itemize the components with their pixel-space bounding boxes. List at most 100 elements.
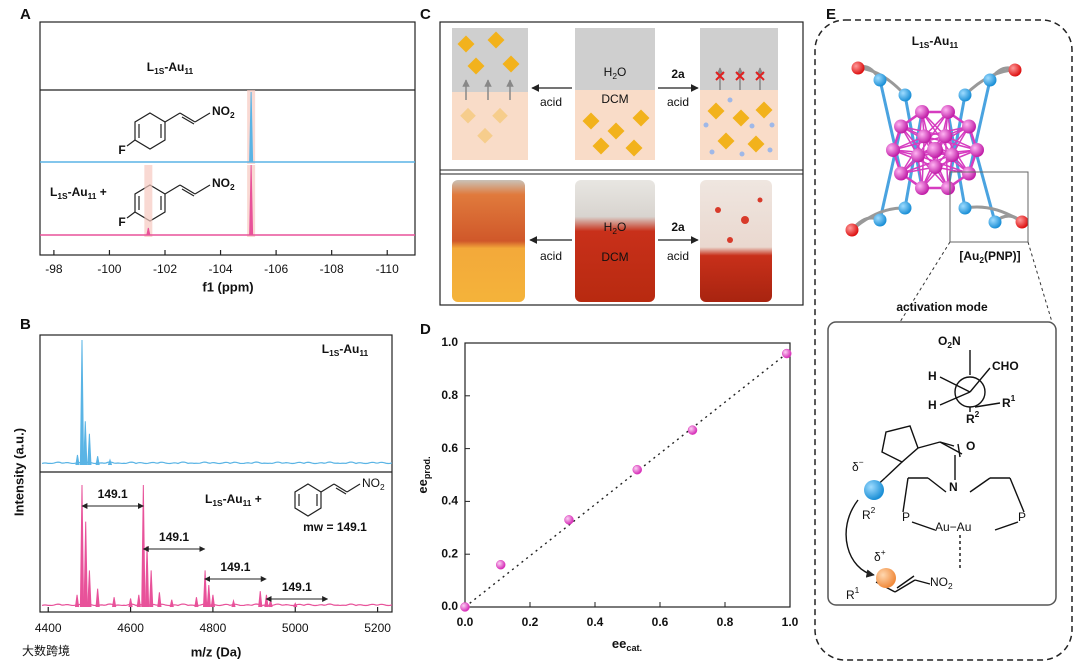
phase-label: H2O [604, 220, 627, 236]
au-atom [915, 181, 930, 196]
text-part: R [966, 412, 975, 426]
arrow-label: acid [540, 249, 562, 263]
y-tick-label: 0.8 [441, 388, 458, 402]
p-atom [958, 88, 972, 102]
au-atom [940, 104, 955, 119]
text-part: NO [212, 104, 230, 118]
photo-left [452, 180, 525, 302]
inset-label: [Au2(PNP)] [959, 249, 1020, 265]
peak [112, 597, 117, 608]
text-part: 11 [184, 66, 193, 76]
panel-c-frame [439, 21, 804, 306]
au-atom [938, 129, 953, 144]
peak [149, 570, 154, 608]
text-part: L [912, 34, 919, 48]
peak [79, 339, 85, 466]
text-part: 2 [947, 340, 952, 350]
x-axis-title: m/z (Da) [191, 644, 242, 659]
text-part: 2 [948, 581, 953, 591]
text-part: N [952, 334, 961, 348]
x-tick-label: -110 [376, 262, 399, 276]
spacing-label: 149.1 [220, 560, 250, 574]
mw-note: mw = 149.1 [303, 520, 367, 534]
chem-label: O2N [938, 334, 961, 350]
chem-label: NO2 [930, 575, 953, 591]
data-point [782, 348, 792, 359]
bond [878, 79, 903, 174]
text-part: -Au [339, 342, 359, 356]
text-part: 11 [359, 348, 368, 358]
substituent: F [118, 143, 125, 157]
panel-letter: C [420, 6, 431, 23]
chem-label: H [928, 369, 937, 383]
series-label: L1S-Au11 + [205, 492, 262, 508]
p-atom [988, 215, 1002, 229]
panel-letter: E [826, 6, 836, 23]
peak [231, 598, 236, 608]
au-cluster [845, 61, 1029, 237]
inset-lead [899, 241, 951, 323]
arrow-label: 2a [671, 220, 685, 234]
spacing-label: 149.1 [282, 580, 312, 594]
text-part: NO [212, 176, 230, 190]
au-atom [886, 143, 900, 157]
y-tick-label: 1.0 [441, 335, 458, 349]
text-part: -Au [929, 34, 949, 48]
peak [83, 521, 88, 608]
text-part: R [1002, 396, 1011, 410]
chem-label: N [949, 480, 958, 494]
text-part: + [96, 185, 106, 199]
fluoro-nitrostyrene-2 [126, 184, 211, 222]
peak [141, 484, 146, 608]
text-part: 2 [871, 505, 876, 515]
panel-d-frame [464, 342, 791, 608]
text-part: 2 [979, 255, 984, 265]
schematic-right [700, 28, 778, 160]
x-tick-label: 5200 [364, 621, 391, 635]
data-point [564, 515, 574, 525]
text-part: 11 [243, 498, 252, 508]
peak [95, 588, 100, 608]
text-part: 1S [212, 498, 223, 508]
o-atom [1008, 63, 1022, 77]
peak [258, 591, 263, 608]
x-tick-label: -98 [45, 262, 63, 276]
p-atom [898, 88, 912, 102]
text-part: O [617, 65, 626, 79]
peak [157, 592, 162, 608]
y-axis-title: eeprod. [415, 456, 432, 493]
au-atom [927, 142, 943, 158]
panel-letter: D [420, 321, 431, 338]
x-tick-label: 0.4 [587, 615, 604, 629]
text-part: L [147, 60, 154, 74]
electrophile-center [876, 568, 896, 588]
data-point [460, 602, 470, 612]
nitro-group: NO2 [212, 176, 235, 192]
text-part: [Au [959, 249, 979, 263]
nitro-group: NO2 [362, 476, 385, 492]
text-part: L [50, 185, 57, 199]
text-part: L [205, 492, 212, 506]
schematic-center [575, 28, 655, 160]
text-part: (PNP)] [984, 249, 1021, 263]
text-part: 2 [612, 71, 617, 81]
text-part: 2 [230, 182, 235, 192]
chem-label: R2 [862, 505, 876, 522]
x-tick-label: -100 [97, 262, 121, 276]
x-tick-label: 4800 [200, 621, 227, 635]
text-part: + [251, 492, 261, 506]
text-part: R [862, 508, 871, 522]
peak [169, 599, 174, 608]
text-part: O [617, 220, 626, 234]
arrow-label: acid [667, 249, 689, 263]
p-atom [873, 73, 887, 87]
spectrum-title: L1S-Au11 [147, 60, 194, 76]
peak [74, 594, 80, 608]
phase-label: DCM [601, 92, 628, 106]
peak [210, 594, 216, 608]
text-part: + [881, 547, 886, 557]
x-tick-label: 0.0 [457, 615, 474, 629]
text-part: H [604, 65, 613, 79]
phase-label: H2O [604, 65, 627, 81]
text-part: 2 [975, 409, 980, 419]
